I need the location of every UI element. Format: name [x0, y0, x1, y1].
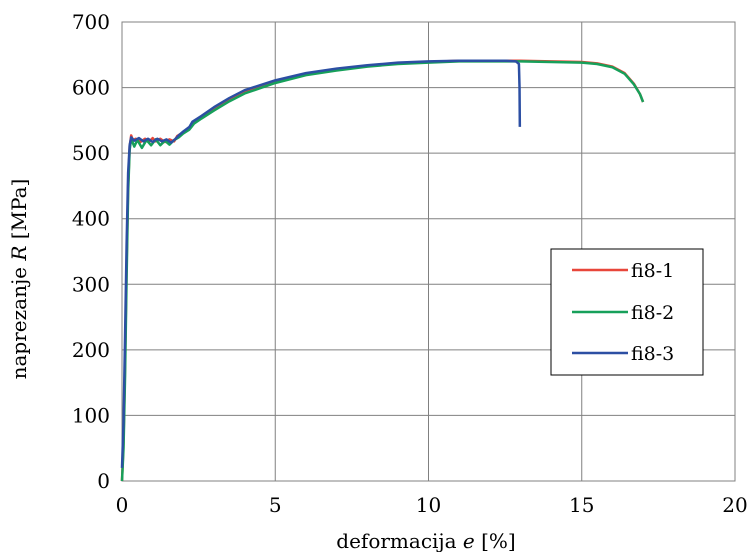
x-tick-label-1: 5 — [269, 493, 282, 517]
x-tick-label-3: 15 — [569, 493, 594, 517]
series-line-3 — [120, 59, 522, 468]
y-tick-label-4: 400 — [72, 207, 110, 231]
y-axis-title: naprezanje R [MPa] — [7, 179, 31, 380]
y-tick-label-5: 500 — [72, 141, 110, 165]
series-line-2 — [120, 60, 645, 482]
x-axis-title-suffix: [%] — [475, 529, 516, 552]
y-tick-label-0: 0 — [97, 469, 110, 493]
legend-item-1: fi8-1 — [572, 260, 674, 282]
y-axis-title-prefix: naprezanje — [7, 261, 31, 380]
x-axis-title-prefix: deformacija — [336, 529, 463, 552]
plot-frame — [121, 21, 736, 482]
y-axis-title-suffix: [MPa] — [7, 179, 31, 246]
y-tick-label-3: 300 — [72, 272, 110, 296]
legend-label-1: fi8-1 — [631, 260, 674, 282]
y-tick-label-6: 600 — [72, 76, 110, 100]
x-tick-label-0: 0 — [116, 493, 129, 517]
legend-label-3: fi8-3 — [631, 343, 674, 365]
legend: fi8-1 fi8-2 fi8-3 — [550, 248, 704, 376]
x-axis-title: deformacija e [%] — [336, 529, 515, 552]
y-tick-label-1: 100 — [72, 403, 110, 427]
legend-label-2: fi8-2 — [631, 302, 674, 324]
y-axis-title-var: R — [7, 246, 31, 262]
series-layer — [120, 59, 645, 482]
x-axis-title-var: e — [463, 529, 475, 552]
y-tick-label-7: 700 — [72, 10, 110, 34]
y-tick-label-2: 200 — [72, 338, 110, 362]
legend-item-2: fi8-2 — [572, 302, 674, 324]
x-tick-label-4: 20 — [722, 493, 747, 517]
legend-item-3: fi8-3 — [572, 343, 674, 365]
x-tick-label-2: 10 — [416, 493, 441, 517]
